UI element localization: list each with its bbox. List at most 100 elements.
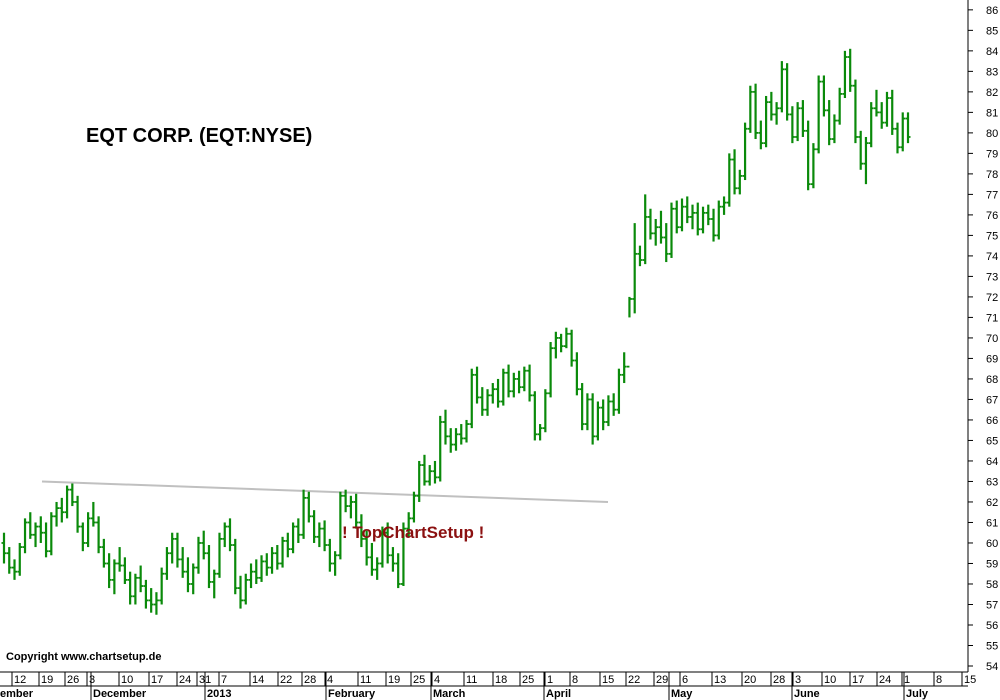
ohlc-bar bbox=[148, 588, 154, 613]
ohlc-bar bbox=[532, 391, 538, 441]
ohlc-bar bbox=[101, 538, 107, 568]
ohlc-bar bbox=[705, 204, 711, 226]
y-tick-label: 79 bbox=[986, 148, 998, 160]
ohlc-bar bbox=[54, 501, 60, 527]
x-tick-label: 19 bbox=[388, 674, 400, 686]
ohlc-bar bbox=[153, 592, 159, 615]
ohlc-bar bbox=[169, 532, 175, 564]
y-tick-label: 70 bbox=[986, 333, 998, 345]
ohlc-bar bbox=[905, 112, 911, 144]
ohlc-bar bbox=[285, 532, 291, 558]
x-tick-label: 17 bbox=[852, 674, 864, 686]
ohlc-bar bbox=[348, 495, 354, 519]
ohlc-bar bbox=[421, 454, 427, 486]
ohlc-bar bbox=[432, 460, 438, 484]
ohlc-bar bbox=[621, 352, 627, 384]
ohlc-bar bbox=[127, 571, 133, 605]
ohlc-bar bbox=[385, 522, 391, 564]
ohlc-bar bbox=[464, 419, 470, 443]
ohlc-bar bbox=[322, 520, 328, 552]
x-tick-label: 25 bbox=[413, 674, 425, 686]
ohlc-bar bbox=[6, 547, 12, 574]
ohlc-bar bbox=[784, 63, 790, 121]
ohlc-bar bbox=[590, 393, 596, 445]
ohlc-bar bbox=[900, 112, 906, 152]
ohlc-bar bbox=[889, 89, 895, 135]
x-month-labels: ember December 2013 February March April May Ju… bbox=[0, 672, 929, 700]
month-label: March bbox=[433, 688, 466, 700]
ohlc-bar bbox=[800, 100, 806, 137]
ohlc-bar bbox=[64, 485, 70, 519]
ohlc-bar bbox=[868, 102, 874, 148]
y-tick-label: 62 bbox=[986, 497, 998, 509]
x-tick-label: 29 bbox=[656, 674, 668, 686]
y-tick-label: 82 bbox=[986, 87, 998, 99]
ohlc-bar bbox=[658, 210, 664, 244]
x-tick-label: 4 bbox=[434, 674, 440, 686]
ohlc-bar bbox=[96, 516, 102, 554]
y-tick-label: 72 bbox=[986, 292, 998, 304]
ohlc-bar bbox=[206, 545, 212, 589]
x-tick-label: 3 bbox=[795, 674, 801, 686]
ohlc-bar bbox=[842, 50, 848, 99]
y-tick-label: 60 bbox=[986, 538, 998, 550]
ohlc-bar bbox=[211, 569, 217, 599]
ohlc-bar bbox=[280, 536, 286, 568]
x-tick-label: 18 bbox=[495, 674, 507, 686]
ohlc-bar bbox=[605, 395, 611, 427]
ohlc-bar bbox=[379, 526, 385, 568]
ohlc-bar bbox=[563, 327, 569, 349]
ohlc-bar bbox=[758, 120, 764, 150]
ohlc-bar bbox=[490, 383, 496, 404]
ohlc-bar bbox=[437, 415, 443, 482]
ohlc-bar bbox=[33, 522, 39, 548]
ohlc-bar bbox=[138, 565, 144, 593]
ohlc-bar bbox=[269, 547, 275, 574]
ohlc-bar bbox=[569, 329, 575, 367]
ohlc-bar bbox=[400, 522, 406, 587]
month-label: 2013 bbox=[207, 688, 231, 700]
x-tick-label: 22 bbox=[280, 674, 292, 686]
y-tick-label: 59 bbox=[986, 558, 998, 570]
x-tick-label: 10 bbox=[824, 674, 836, 686]
ohlc-bar bbox=[301, 489, 307, 539]
ohlc-bar bbox=[442, 409, 448, 445]
x-tick-label: 26 bbox=[67, 674, 79, 686]
ohlc-bar bbox=[59, 497, 65, 523]
ohlc-bar bbox=[90, 501, 96, 527]
ohlc-bar bbox=[690, 204, 696, 230]
ohlc-bar bbox=[453, 428, 459, 451]
trendline-layer bbox=[41, 480, 609, 503]
ohlc-bar bbox=[584, 393, 590, 431]
x-tick-label: 17 bbox=[151, 674, 163, 686]
x-tick-label: 8 bbox=[936, 674, 942, 686]
y-tick-label: 86 bbox=[986, 5, 998, 17]
ohlc-bar bbox=[80, 522, 86, 552]
ohlc-bar bbox=[747, 85, 753, 133]
ohlc-bar bbox=[411, 491, 417, 523]
ohlc-bar bbox=[159, 567, 165, 605]
ohlc-bar bbox=[711, 208, 717, 242]
x-tick-label: 12 bbox=[14, 674, 26, 686]
ohlc-bar bbox=[222, 522, 228, 548]
y-tick-label: 55 bbox=[986, 640, 998, 652]
ohlc-bar bbox=[726, 153, 732, 207]
ohlc-bar bbox=[106, 553, 112, 589]
ohlc-bar bbox=[579, 383, 585, 431]
watermark: ! TopChartSetup ! bbox=[342, 523, 484, 542]
x-tick-label: 20 bbox=[744, 674, 756, 686]
ohlc-bar bbox=[558, 333, 564, 353]
ohlc-bar bbox=[337, 491, 343, 560]
ohlc-bar bbox=[852, 79, 858, 144]
ohlc-bar bbox=[500, 368, 506, 406]
x-tick-label: 25 bbox=[522, 674, 534, 686]
ohlc-bar bbox=[768, 91, 774, 121]
month-label: ember bbox=[0, 688, 34, 700]
x-tick-label: 14 bbox=[252, 674, 264, 686]
ohlc-bar bbox=[75, 495, 81, 533]
ohlc-bar bbox=[485, 389, 491, 416]
x-tick-label: 1 bbox=[547, 674, 553, 686]
ohlc-bar bbox=[737, 169, 743, 195]
ohlc-bars bbox=[1, 48, 911, 615]
ohlc-bar bbox=[626, 296, 632, 368]
